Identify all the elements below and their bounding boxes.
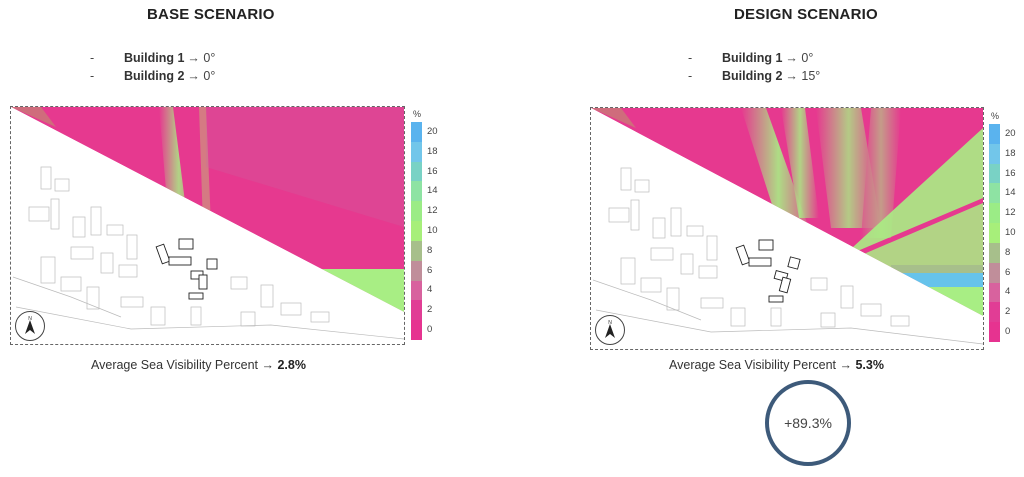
legend-swatch: [989, 163, 1000, 184]
legend-tick-label: 14: [427, 185, 438, 197]
north-arrow-icon: N: [595, 315, 625, 345]
legend-swatch: [989, 242, 1000, 264]
building-rotation: → 0°: [785, 51, 814, 65]
legend-swatch: [989, 302, 1000, 323]
base-average-value: 2.8%: [277, 358, 306, 372]
legend-swatch: [411, 240, 422, 262]
legend-tick-label: 14: [1005, 187, 1016, 199]
improvement-value: +89.3%: [784, 415, 832, 431]
base-building-1: - Building 1 → 0°: [90, 51, 216, 65]
design-buildings: [735, 239, 801, 303]
svg-text:N: N: [28, 316, 32, 322]
legend-tick-label: 2: [427, 304, 433, 316]
legend-swatch: [989, 223, 1000, 244]
legend-swatch: [411, 320, 422, 341]
legend-swatch: [411, 122, 422, 143]
legend-tick-label: 12: [427, 205, 438, 217]
legend-swatch: [989, 124, 1000, 145]
base-average: Average Sea Visibility Percent → 2.8%: [91, 358, 306, 372]
legend-tick-label: 18: [427, 145, 438, 157]
legend-tick-label: 8: [427, 244, 433, 256]
building-name: Building 2: [124, 69, 185, 83]
legend-tick-label: 16: [1005, 167, 1016, 179]
legend-unit: %: [991, 111, 1000, 121]
base-building-2: - Building 2 → 0°: [90, 69, 216, 83]
improvement-badge: +89.3%: [765, 380, 851, 466]
design-average: Average Sea Visibility Percent → 5.3%: [669, 358, 884, 372]
base-building-list: - Building 1 → 0° - Building 2 → 0°: [90, 49, 215, 85]
design-title: DESIGN SCENARIO: [734, 6, 878, 23]
building-name: Building 2: [722, 69, 783, 83]
legend-swatch: [989, 282, 1000, 303]
legend-tick-label: 10: [427, 225, 438, 236]
legend-tick-label: 2: [1005, 306, 1011, 318]
design-building-1: - Building 1 → 0°: [688, 51, 814, 65]
legend-tick-label: 0: [427, 324, 433, 336]
legend-tick-label: 0: [1005, 326, 1011, 338]
legend-tick-label: 20: [427, 125, 438, 137]
base-city-outline: [12, 166, 404, 340]
legend-swatch: [411, 141, 422, 163]
legend-tick-label: 10: [1005, 227, 1016, 238]
legend-tick-label: 4: [1005, 286, 1011, 298]
base-title: BASE SCENARIO: [147, 6, 275, 23]
legend-tick-label: 4: [427, 284, 433, 296]
design-building-2: - Building 2 → 15°: [688, 69, 821, 83]
legend-swatch: [411, 300, 422, 321]
legend-swatch: [989, 322, 1000, 343]
design-heatmap: [591, 108, 983, 349]
building-name: Building 1: [124, 51, 185, 65]
legend-swatch: [411, 221, 422, 242]
legend-swatch: [989, 262, 1000, 284]
design-city-outline: [592, 167, 983, 345]
legend-tick-label: 12: [1005, 207, 1016, 219]
legend-swatch: [989, 143, 1000, 165]
north-arrow-icon: N: [15, 311, 45, 341]
legend-swatch: [411, 201, 422, 222]
base-buildings: [155, 238, 218, 300]
legend-tick-label: 6: [427, 264, 433, 276]
legend-tick-label: 20: [1005, 127, 1016, 139]
legend-swatch: [411, 181, 422, 202]
legend-swatch: [989, 203, 1000, 224]
building-rotation: → 0°: [187, 51, 216, 65]
legend-swatch: [411, 161, 422, 182]
building-rotation: → 0°: [187, 69, 216, 83]
legend-swatch: [989, 183, 1000, 204]
building-rotation: → 15°: [785, 69, 821, 83]
legend-swatch: [411, 280, 422, 301]
building-name: Building 1: [722, 51, 783, 65]
legend-swatch: [411, 260, 422, 282]
legend-unit: %: [413, 109, 422, 119]
design-visibility-map: N: [590, 107, 984, 350]
legend-tick-label: 8: [1005, 246, 1011, 258]
legend-tick-label: 16: [427, 165, 438, 177]
svg-text:N: N: [608, 320, 612, 326]
legend-tick-label: 18: [1005, 147, 1016, 159]
base-heatmap: [11, 107, 404, 344]
legend-tick-label: 6: [1005, 266, 1011, 278]
base-visibility-map: N: [10, 106, 405, 345]
design-building-list: - Building 1 → 0° - Building 2 → 15°: [688, 49, 820, 85]
design-average-value: 5.3%: [855, 358, 884, 372]
